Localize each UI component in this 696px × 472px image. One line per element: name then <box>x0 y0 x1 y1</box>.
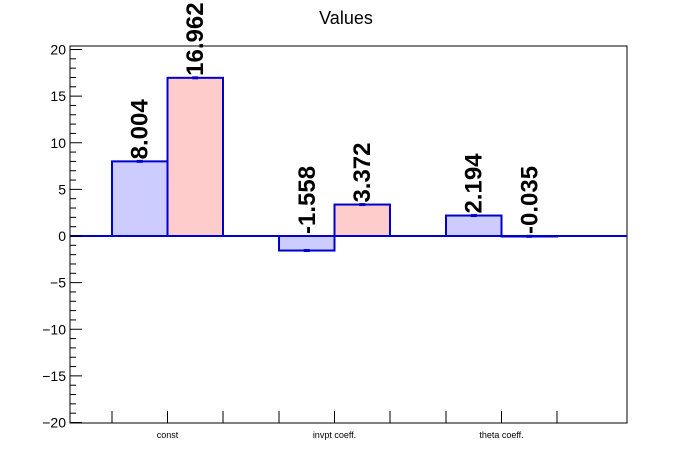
category-label: invpt coeff. <box>313 430 356 440</box>
y-tick-label: −10 <box>42 321 66 337</box>
bar <box>166 76 224 238</box>
data-label: 16.962 <box>182 2 209 75</box>
bar <box>333 203 391 238</box>
y-tick-label: −5 <box>50 275 66 291</box>
data-labels-group: 8.004 16.962 -1.558 3.372 2.194 -0.035 <box>127 2 544 234</box>
bar <box>111 160 169 237</box>
category-label: const <box>157 430 179 440</box>
bar <box>278 235 336 252</box>
plot-frame <box>69 45 628 424</box>
chart-title: Values <box>319 8 373 28</box>
y-tick-label: 10 <box>50 135 66 151</box>
bars-group <box>111 76 558 253</box>
bar <box>445 214 503 238</box>
y-tick-label: 20 <box>50 42 66 58</box>
data-label: 8.004 <box>127 99 154 160</box>
data-label: 3.372 <box>349 142 376 202</box>
data-label: -0.035 <box>516 166 543 234</box>
data-label: 2.194 <box>461 153 488 214</box>
category-label: theta coeff. <box>479 430 523 440</box>
data-label: -1.558 <box>294 166 321 234</box>
y-tick-label: −15 <box>42 368 66 384</box>
y-tick-label: −20 <box>42 415 66 431</box>
y-tick-label: 15 <box>50 88 66 104</box>
y-tick-label: 5 <box>58 181 66 197</box>
y-tick-label: 0 <box>58 228 66 244</box>
y-axis: 20 15 10 5 0 −5 −10 −15 −20 <box>42 42 82 431</box>
x-axis: const invpt coeff. theta coeff. <box>111 411 558 440</box>
